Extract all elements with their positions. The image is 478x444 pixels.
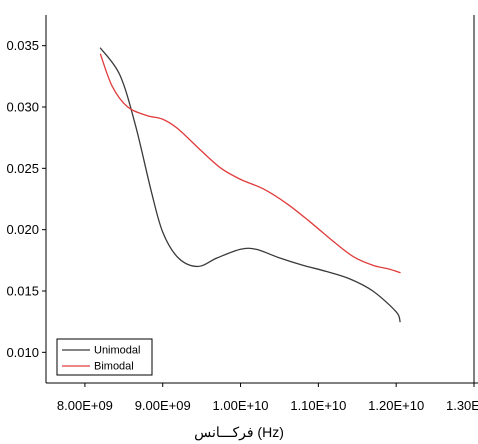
y-tick-label: 0.035 — [6, 38, 39, 53]
x-tick-label: 1.30E+10 — [446, 398, 478, 413]
x-tick-label: 1.10E+10 — [290, 398, 346, 413]
y-tick-label: 0.025 — [6, 161, 39, 176]
legend-label-bimodal: Bimodal — [94, 361, 134, 373]
y-tick-label: 0.015 — [6, 284, 39, 299]
y-axis-ticks: 0.035 0.030 0.025 0.020 0.015 0.010 — [6, 38, 46, 360]
legend-box — [56, 338, 153, 376]
x-tick-label: 8.00E+09 — [57, 398, 113, 413]
series-layer — [99, 47, 401, 323]
y-tick-label: 0.010 — [6, 345, 39, 360]
y-tick-label: 0.030 — [6, 100, 39, 115]
legend-label-unimodal: Unimodal — [94, 345, 140, 357]
x-tick-label: 1.00E+10 — [213, 398, 269, 413]
series-line-unimodal — [99, 47, 401, 323]
y-tick-label: 0.020 — [6, 222, 39, 237]
series-line-bimodal — [99, 53, 401, 274]
x-tick-label: 1.20E+10 — [368, 398, 424, 413]
x-axis-ticks: 8.00E+09 9.00E+09 1.00E+10 1.10E+10 1.20E+10… — [57, 383, 478, 413]
x-tick-label: 9.00E+09 — [135, 398, 191, 413]
legend: Unimodal Bimodal — [56, 338, 153, 376]
x-axis-title: (Hz) فرکـــانس — [194, 424, 284, 441]
